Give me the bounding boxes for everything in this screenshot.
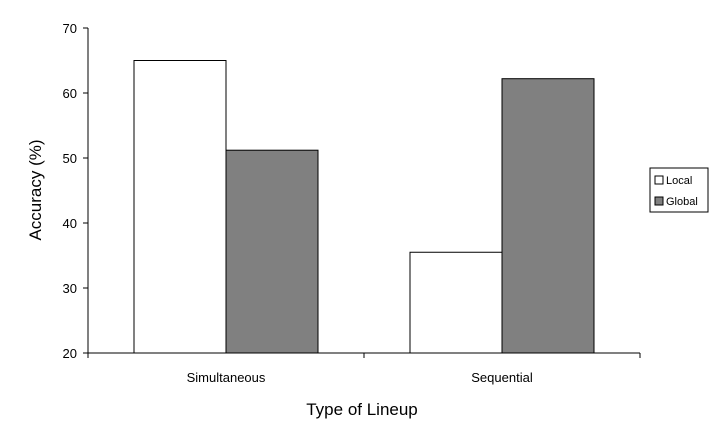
legend-label-global: Global xyxy=(666,196,698,208)
bar-global-simultaneous xyxy=(225,149,319,354)
bar-local-simultaneous xyxy=(133,60,227,354)
y-axis-title: Accuracy (%) xyxy=(26,139,45,240)
x-axis-ticks: Simultaneous Sequential xyxy=(87,353,641,385)
y-tick-label: 70 xyxy=(63,21,77,36)
y-tick-label: 20 xyxy=(63,346,77,361)
x-tick-label: Simultaneous xyxy=(187,370,266,385)
y-axis-ticks: 20 30 40 50 60 70 xyxy=(63,21,88,361)
y-tick-label: 50 xyxy=(63,151,77,166)
legend-swatch-local xyxy=(654,175,664,185)
legend: Local Global xyxy=(649,167,709,213)
bar-global-sequential xyxy=(501,78,595,354)
x-tick-label: Sequential xyxy=(471,370,533,385)
y-tick-label: 60 xyxy=(63,86,77,101)
bars xyxy=(133,60,595,354)
y-tick-label: 30 xyxy=(63,281,77,296)
bar-local-sequential xyxy=(409,251,503,354)
x-axis-title: Type of Lineup xyxy=(306,400,418,419)
legend-swatch-global xyxy=(654,196,664,206)
y-tick-label: 40 xyxy=(63,216,77,231)
legend-label-local: Local xyxy=(666,175,692,187)
